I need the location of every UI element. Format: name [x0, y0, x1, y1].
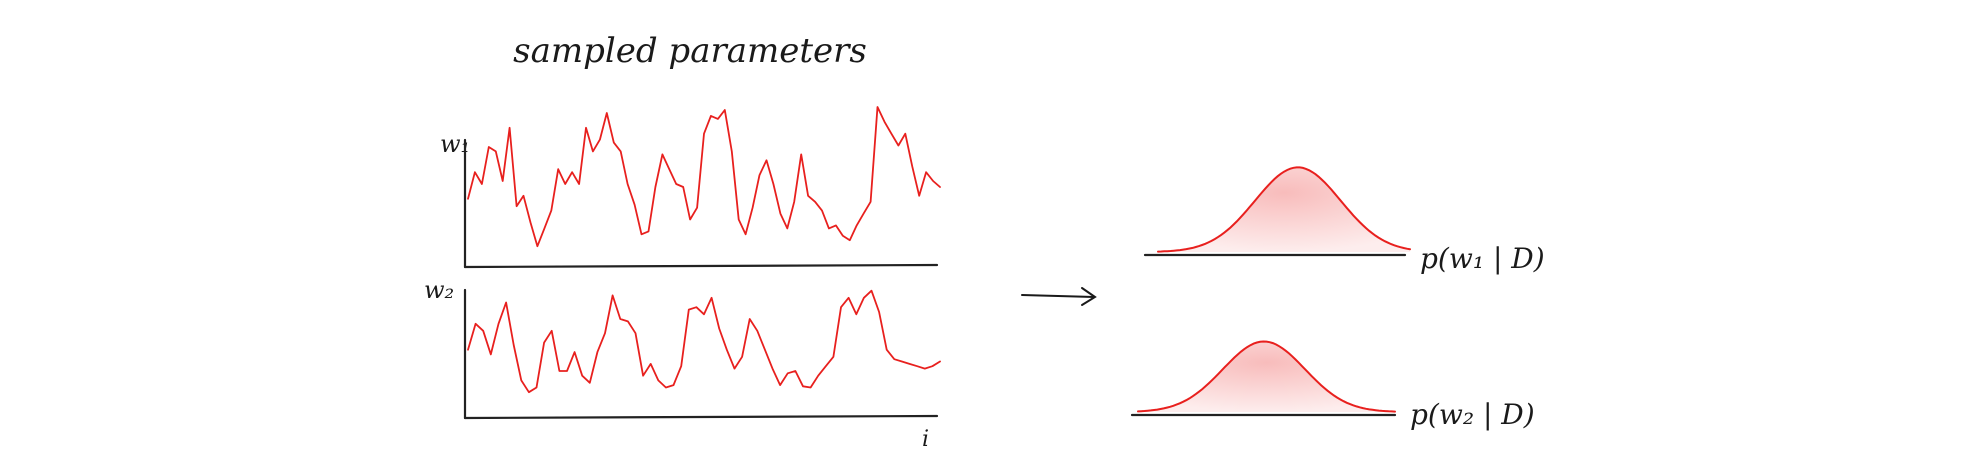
transform-arrow [1021, 287, 1097, 306]
diagram-title: sampled parameters [513, 31, 867, 71]
trace-label-w2: w₂ [424, 276, 454, 304]
trace-x-label: i [922, 427, 929, 450]
trace-panel-w1: w₁ [440, 106, 941, 269]
posterior-panel-w2: p(w₂ | D) [1130, 340, 1535, 431]
trace-x-axis-w2 [463, 414, 939, 420]
posterior-label-w1: p(w₁ | D) [1420, 242, 1545, 275]
posterior-panel-w1: p(w₁ | D) [1143, 166, 1545, 275]
posterior-fill-w1 [1158, 167, 1410, 252]
trace-line-w1 [467, 106, 941, 248]
posterior-fill-w2 [1138, 341, 1395, 412]
posterior-label-w2: p(w₂ | D) [1410, 398, 1535, 431]
trace-line-w2 [467, 289, 941, 394]
posterior-curve-w1 [1157, 166, 1411, 253]
trace-panel-w2: w₂ i [424, 276, 941, 450]
posterior-curve-w2 [1137, 340, 1396, 413]
trace-x-axis-w1 [463, 263, 939, 269]
